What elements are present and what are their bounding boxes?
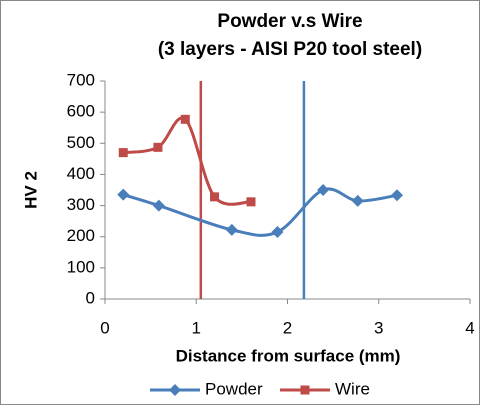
y-tick-label: 600 <box>67 102 95 121</box>
marker <box>118 148 128 158</box>
legend-marker <box>300 385 310 395</box>
y-tick-label: 400 <box>67 164 95 183</box>
marker <box>391 189 403 202</box>
marker <box>246 197 256 207</box>
marker <box>225 223 238 236</box>
chart-title: Powder v.s Wire <box>217 11 362 32</box>
y-tick-label: 100 <box>67 257 95 276</box>
legend-label: Wire <box>335 379 370 398</box>
x-tick-label: 2 <box>283 318 292 337</box>
y-tick-label: 200 <box>67 226 95 245</box>
x-tick-label: 4 <box>465 318 474 337</box>
y-tick-label: 300 <box>67 195 95 214</box>
y-tick-label: 0 <box>86 288 95 307</box>
legend-label: Powder <box>205 379 263 398</box>
x-tick-label: 1 <box>192 318 201 337</box>
marker <box>152 199 165 212</box>
y-tick-label: 700 <box>67 70 95 89</box>
legend-marker <box>169 384 181 396</box>
y-axis-label: HV 2 <box>21 171 40 209</box>
chart-subtitle: (3 layers - AISI P20 tool steel) <box>158 39 422 60</box>
marker <box>153 142 163 152</box>
x-tick-label: 0 <box>100 318 109 337</box>
marker <box>351 194 364 207</box>
marker <box>271 226 284 239</box>
y-tick-label: 500 <box>67 133 95 152</box>
marker <box>180 114 190 124</box>
x-tick-label: 3 <box>374 318 383 337</box>
marker <box>210 192 219 202</box>
marker <box>117 188 130 201</box>
marker <box>317 184 330 196</box>
x-axis-label: Distance from surface (mm) <box>176 346 401 365</box>
